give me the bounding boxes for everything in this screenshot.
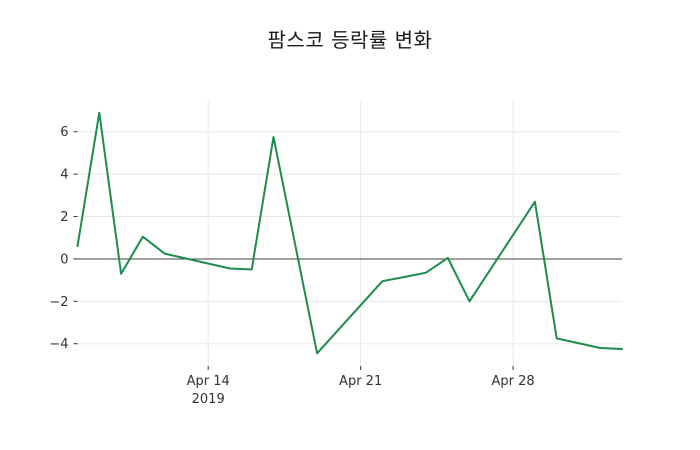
y-tick-label: 0 — [60, 252, 68, 267]
y-tick-label: 4 — [60, 168, 68, 183]
y-tick-label: 2 — [60, 210, 68, 225]
x-year-label: 2019 — [192, 392, 225, 407]
series-line — [76, 111, 623, 355]
y-tick-label: −4 — [49, 337, 68, 352]
y-tick-label: −2 — [49, 295, 68, 310]
y-tick-label: 6 — [60, 125, 68, 140]
x-tick-label: Apr 14 — [187, 374, 230, 389]
x-tick-label: Apr 21 — [339, 374, 382, 389]
x-tick-label: Apr 28 — [492, 374, 535, 389]
chart-title: 팜스코 등락률 변화 — [267, 28, 433, 52]
